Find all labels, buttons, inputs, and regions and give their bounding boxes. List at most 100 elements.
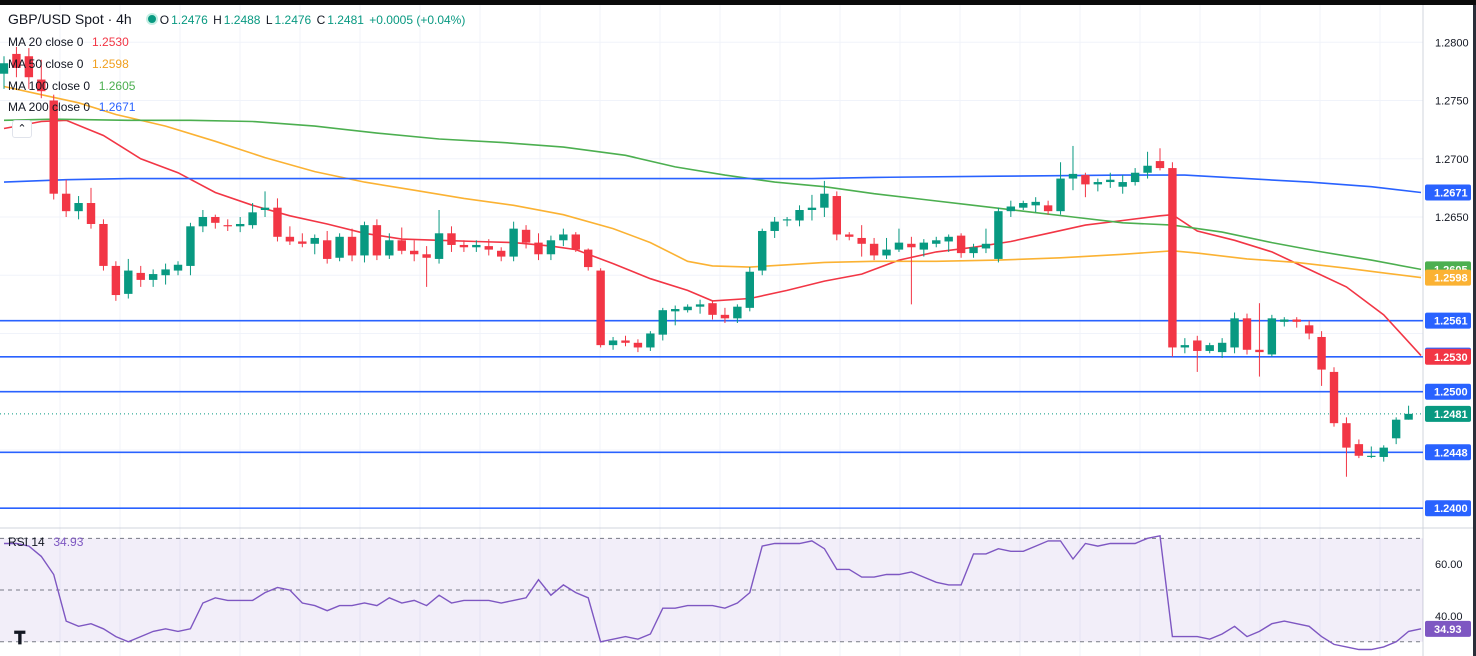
- candle-body: [683, 306, 692, 311]
- ma50-value: 1.2598: [92, 57, 129, 71]
- indicator-ma100[interactable]: MA 100 close 0 1.2605: [8, 79, 137, 94]
- candle-body: [1106, 179, 1115, 183]
- candle-body: [1404, 413, 1413, 420]
- change-value: +0.0005 (+0.04%): [369, 13, 466, 27]
- candle-body: [86, 203, 96, 224]
- candle-body: [869, 243, 879, 256]
- candle-body: [24, 56, 34, 78]
- ma-line-ma200: [3, 174, 1422, 194]
- candle-body: [981, 243, 991, 249]
- candle-body: [621, 340, 630, 343]
- price-label-text: 1.2530: [1434, 352, 1468, 364]
- price-label-badge: [1425, 348, 1471, 365]
- candle-body: [1056, 178, 1065, 212]
- candle-body: [1304, 325, 1314, 334]
- candle-body: [1280, 319, 1289, 322]
- candle-body: [708, 303, 717, 315]
- candle-body: [285, 236, 295, 242]
- price-tick-label: 1.2800: [1435, 37, 1469, 49]
- candle-body: [546, 240, 556, 255]
- price-tick-label: 1.2650: [1435, 212, 1469, 224]
- candle-body: [969, 247, 978, 254]
- rsi-value: 34.93: [53, 535, 84, 549]
- candle-body: [758, 230, 767, 271]
- candle-body: [646, 333, 655, 348]
- rsi-value-badge-text: 34.93: [1434, 624, 1462, 636]
- ma200-label: MA 200 close 0: [8, 100, 91, 114]
- candle-body: [584, 249, 593, 268]
- candle-body: [509, 228, 518, 257]
- candle-body: [198, 216, 208, 227]
- candle-body: [235, 223, 245, 227]
- price-label-text: 1.2598: [1434, 273, 1468, 285]
- indicator-ma20[interactable]: MA 20 close 0 1.2530: [8, 35, 131, 50]
- high-value: 1.2488: [223, 13, 261, 27]
- candle-body: [136, 272, 145, 280]
- candle-body: [459, 244, 469, 248]
- candle-body: [894, 242, 904, 250]
- ma50-label: MA 50 close 0: [8, 57, 84, 71]
- candle-body: [1093, 182, 1103, 185]
- candle-body: [720, 314, 730, 319]
- rsi-tick-label: 40.00: [1435, 611, 1463, 623]
- candle-body: [409, 250, 419, 255]
- candle-body: [397, 240, 406, 251]
- candle-body: [1130, 172, 1140, 183]
- symbol-title[interactable]: GBP/USD Spot · 4h: [8, 11, 132, 27]
- candle-body: [124, 270, 133, 294]
- candle-body: [932, 240, 941, 244]
- indicator-ma50[interactable]: MA 50 close 0 1.2598: [8, 57, 131, 72]
- candle-body: [1193, 340, 1202, 351]
- candle-body: [310, 237, 319, 244]
- candle-body: [1068, 173, 1078, 179]
- candle-body: [1205, 345, 1214, 351]
- candle-body: [1329, 371, 1339, 424]
- candle-body: [944, 236, 953, 242]
- candle-body: [1255, 349, 1264, 353]
- price-labels: 1.26711.26051.25981.25611.25311.25301.25…: [1425, 184, 1471, 517]
- candle-body: [882, 249, 891, 256]
- candle-body: [994, 211, 1003, 259]
- candle-body: [223, 225, 232, 227]
- candle-body: [671, 309, 680, 312]
- candle-body: [12, 53, 21, 68]
- candle-body: [1118, 182, 1127, 187]
- candle-body: [1143, 165, 1152, 173]
- candle-body: [161, 269, 170, 276]
- candle-body: [919, 242, 929, 250]
- candle-body: [447, 233, 456, 245]
- price-label-badge: [1425, 405, 1471, 422]
- candle-body: [658, 310, 667, 335]
- candle-body: [1155, 161, 1165, 169]
- price-axis: 1.2800 1.2750 1.2700 1.2650 1.2400 60.00 40.00: [1435, 37, 1469, 623]
- candle-body: [633, 342, 643, 348]
- candle-body: [422, 254, 431, 258]
- candle-body: [49, 100, 58, 194]
- candle-body: [1391, 419, 1401, 439]
- market-status-icon: [145, 13, 158, 26]
- candle-body: [1031, 201, 1040, 206]
- ohlc-values: O 1.2476 H 1.2488 L 1.2476 C 1.2481 +0.0005 …: [160, 13, 468, 27]
- price-label-text: 1.2448: [1434, 447, 1468, 459]
- tradingview-logo-icon[interactable]: 𝐓: [14, 628, 26, 649]
- price-label-badge: [1425, 444, 1471, 461]
- price-label-badge: [1425, 312, 1471, 329]
- ma20-value: 1.2530: [92, 35, 129, 49]
- indicator-ma200[interactable]: MA 200 close 0 1.2671: [8, 100, 137, 115]
- chevron-up-icon[interactable]: ⌃: [12, 120, 32, 138]
- close-value: 1.2481: [327, 13, 364, 27]
- rsi-tick-label: 60.00: [1435, 559, 1463, 571]
- ma200-value: 1.2671: [98, 100, 136, 114]
- candle-body: [484, 246, 493, 250]
- close-label: C: [316, 13, 326, 27]
- price-label-badge: [1425, 500, 1471, 517]
- price-label-badge: [1425, 184, 1471, 201]
- candle-body: [335, 236, 344, 258]
- candle-body: [322, 240, 332, 259]
- rsi-legend[interactable]: RSI 14 34.93: [8, 535, 85, 550]
- chart-canvas[interactable]: 1.2800 1.2750 1.2700 1.2650 1.2400 60.00 40.00…: [0, 5, 1473, 656]
- candle-body: [1180, 345, 1190, 348]
- candle-body: [907, 243, 916, 248]
- candle-body: [173, 264, 183, 271]
- price-label-badge: [1425, 269, 1471, 286]
